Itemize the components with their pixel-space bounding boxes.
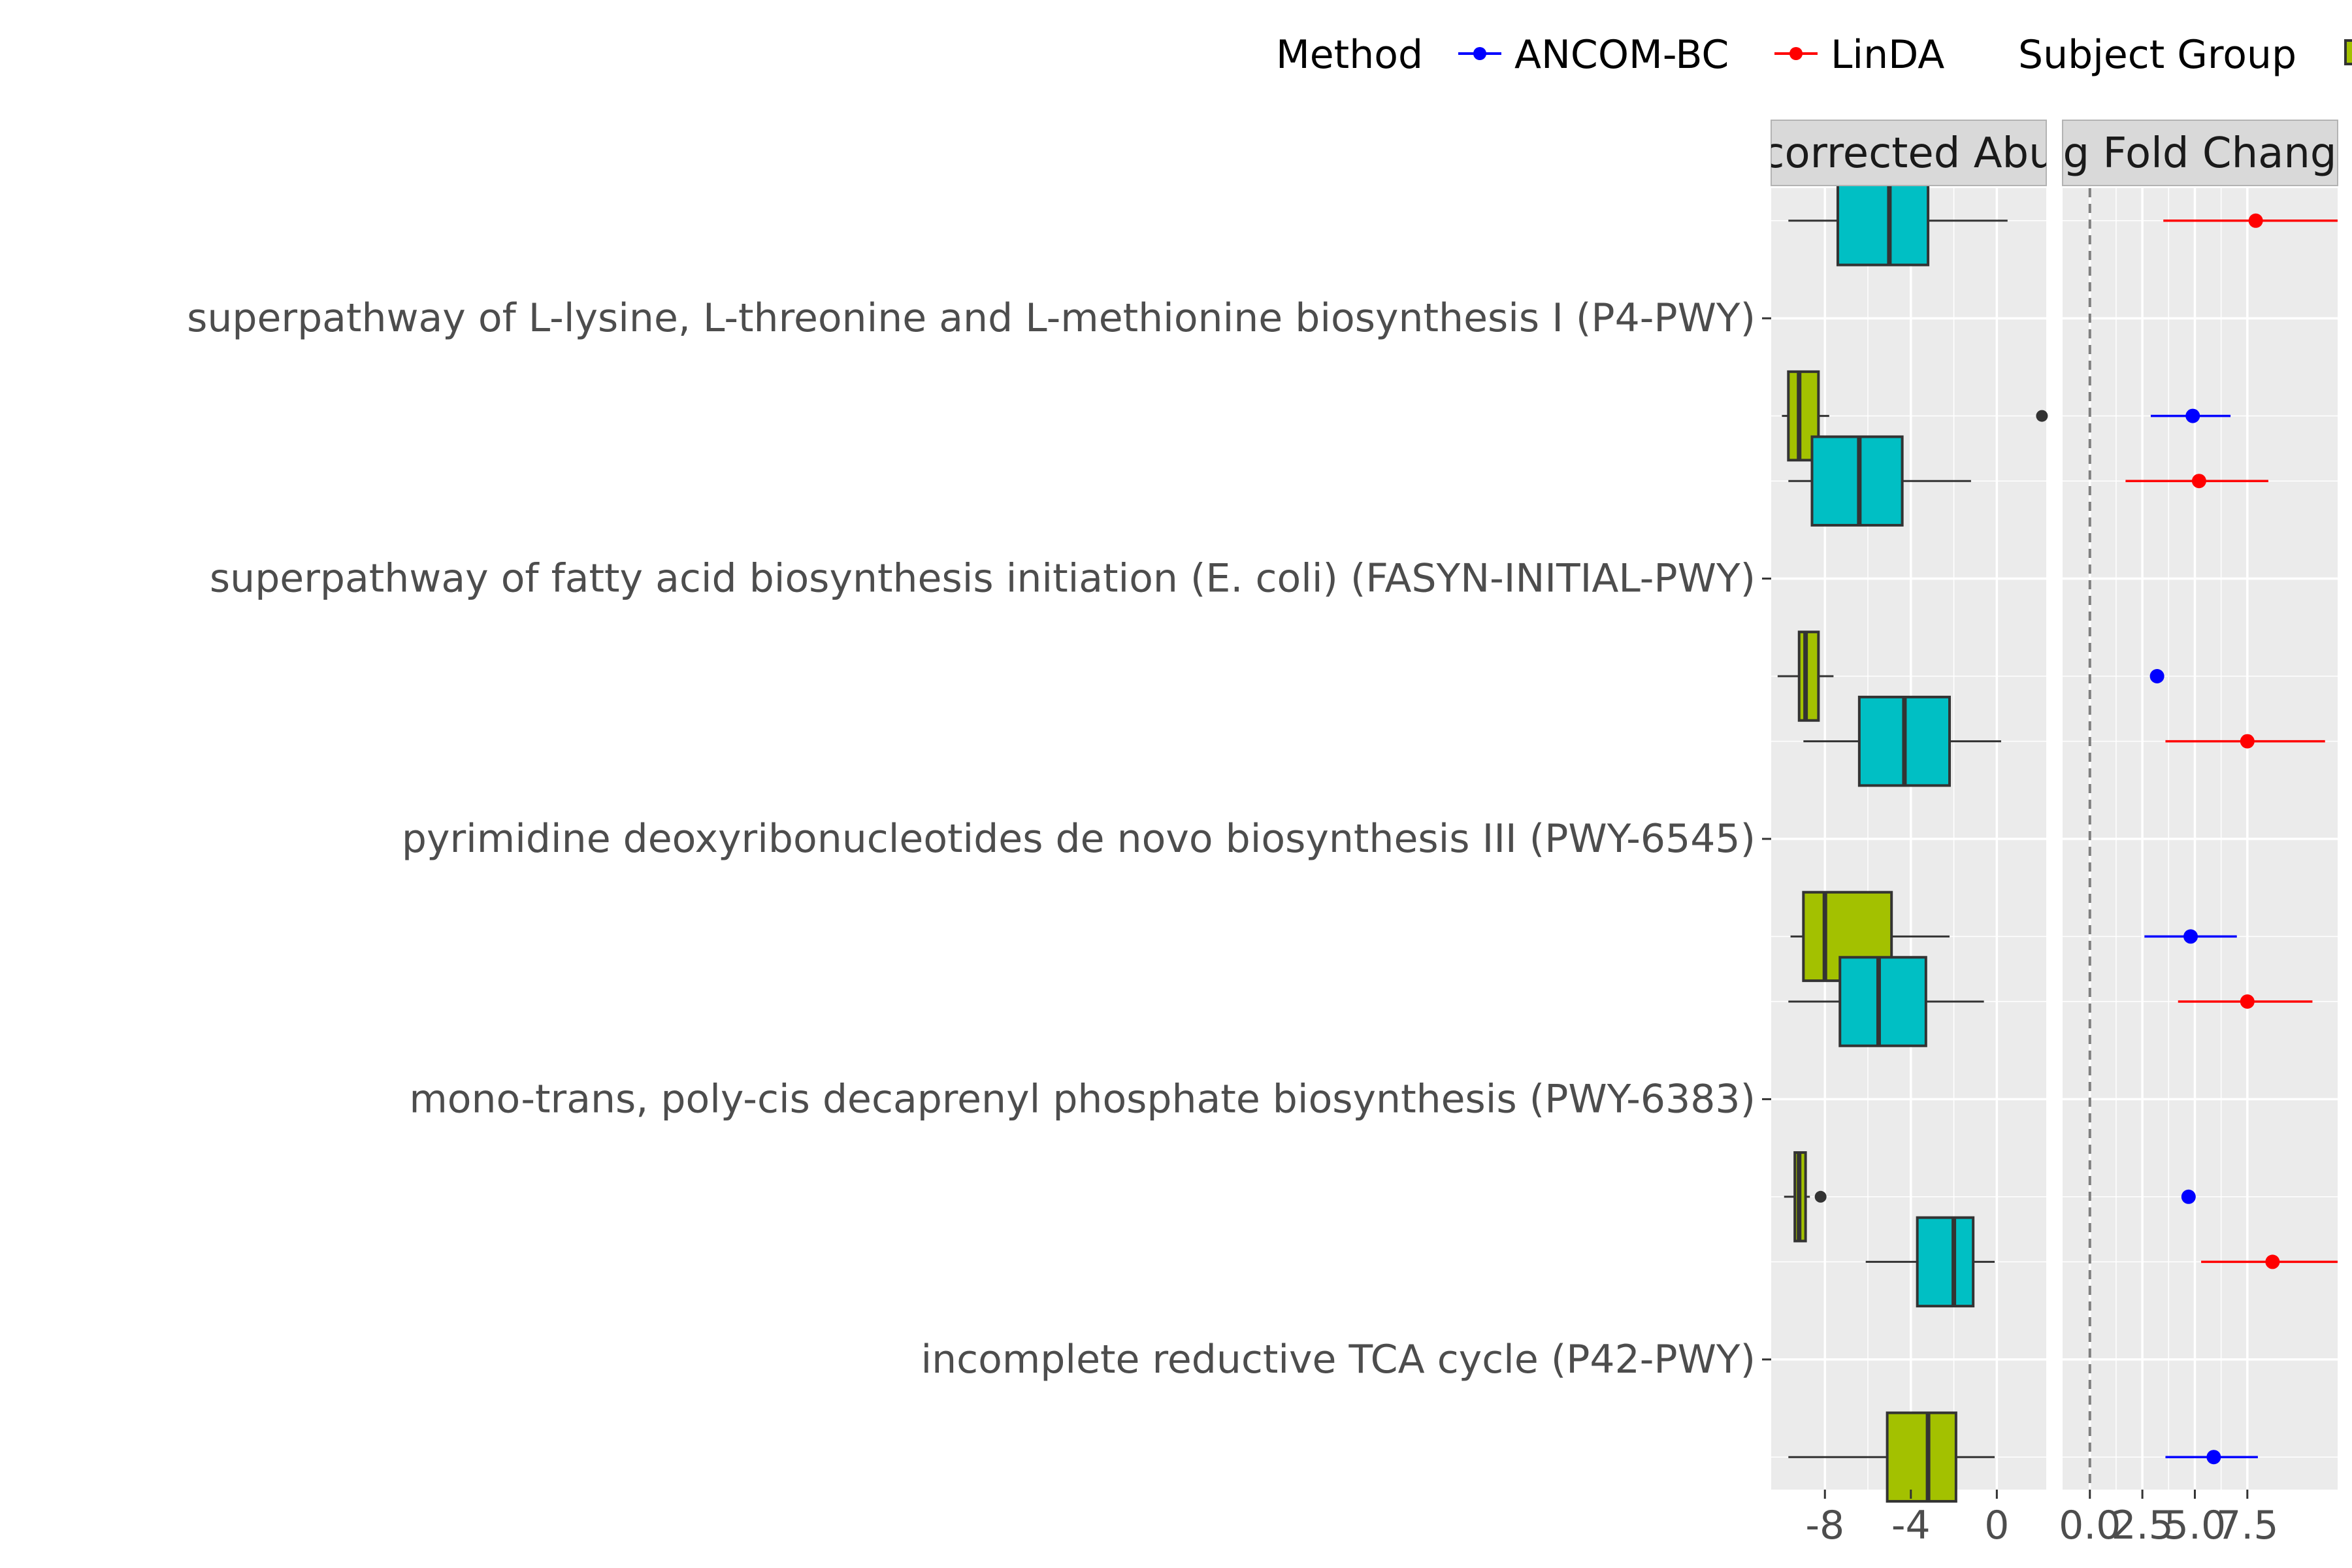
x-tick-label: -4 xyxy=(1891,1503,1931,1548)
left-panel-strip-label: corrected Abu xyxy=(1761,129,2055,178)
x-tick-label: 7.5 xyxy=(2216,1503,2278,1548)
left-panel-boxes xyxy=(1777,175,2048,1503)
pathway-label: superpathway of L-lysine, L-threonine an… xyxy=(187,295,1756,341)
x-tick-label: -8 xyxy=(1805,1503,1844,1548)
legend-subject-title: Subject Group xyxy=(2018,32,2296,78)
right-panel: 0.02.55.07.5 g Fold Chang xyxy=(2059,120,2338,1548)
y-axis: superpathway of L-lysine, L-threonine an… xyxy=(187,295,1771,1382)
pathway-label: incomplete reductive TCA cycle (P42-PWY) xyxy=(921,1337,1756,1382)
right-panel-x-axis: 0.02.55.07.5 xyxy=(2059,1490,2279,1548)
legend: Method ANCOM-BC LinDA Subject Group xyxy=(1276,32,2352,78)
box-outlier xyxy=(1814,1190,1827,1203)
legend-method-title: Method xyxy=(1276,32,1423,78)
legend-ancom-label: ANCOM-BC xyxy=(1514,32,1729,78)
estimate-point xyxy=(2149,669,2164,683)
legend-subject-key xyxy=(2344,39,2352,65)
legend-linda-label: LinDA xyxy=(1831,32,1944,78)
estimate-point xyxy=(2185,408,2200,423)
x-tick-label: 0.0 xyxy=(2059,1503,2121,1548)
x-tick-label: 0 xyxy=(1984,1503,2009,1548)
estimate-point xyxy=(2248,213,2263,228)
box-outlier xyxy=(2036,410,2048,422)
pathway-label: superpathway of fatty acid biosynthesis … xyxy=(210,556,1756,602)
box xyxy=(1797,630,1820,722)
left-panel-x-axis: -8 -4 0 xyxy=(1805,1490,2009,1548)
estimate-point xyxy=(2183,929,2198,944)
estimate-point xyxy=(2240,734,2255,749)
right-panel-strip xyxy=(2062,120,2338,186)
legend-linda-key xyxy=(1789,47,1803,60)
pathway-label: mono-trans, poly-cis decaprenyl phosphat… xyxy=(409,1076,1756,1122)
box xyxy=(1836,175,1930,267)
estimate-point xyxy=(2181,1189,2196,1204)
left-panel-strip xyxy=(1771,120,2047,186)
estimate-point xyxy=(2265,1254,2280,1269)
estimate-point xyxy=(2206,1450,2221,1465)
pathway-label: pyrimidine deoxyribonucleotides de novo … xyxy=(402,816,1756,862)
x-tick-label: 5.0 xyxy=(2164,1503,2226,1548)
box xyxy=(1838,956,1927,1047)
left-panel: -8 -4 0 corrected Abu xyxy=(1761,120,2055,1548)
x-tick-label: 2.5 xyxy=(2111,1503,2173,1548)
estimate-point xyxy=(2191,474,2206,489)
box xyxy=(1886,1411,1957,1503)
right-panel-strip-label: g Fold Chang xyxy=(2063,129,2336,178)
estimate-point xyxy=(2240,994,2255,1009)
legend-ancom-key xyxy=(1473,47,1486,60)
box xyxy=(1916,1216,1975,1308)
right-panel-points xyxy=(2088,188,2338,1490)
